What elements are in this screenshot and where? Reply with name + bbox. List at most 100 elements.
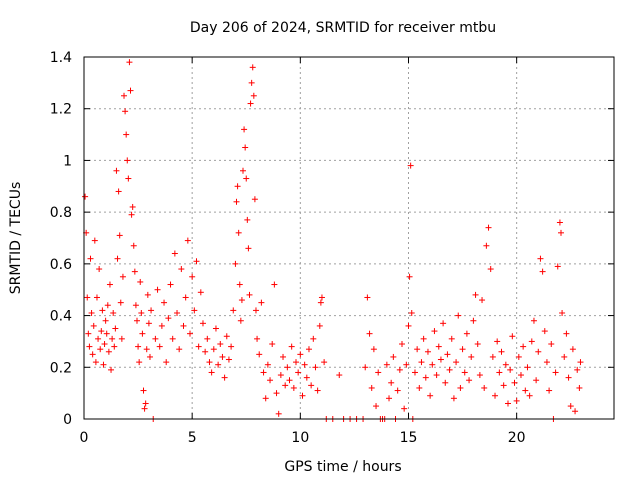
data-point xyxy=(242,144,249,151)
data-point xyxy=(232,260,239,267)
data-point xyxy=(411,369,418,376)
data-point xyxy=(117,299,124,306)
y-tick-label: 0.8 xyxy=(50,205,72,221)
data-point xyxy=(463,330,470,337)
data-point xyxy=(165,315,172,322)
data-point xyxy=(111,343,118,350)
data-point xyxy=(99,307,106,314)
data-point xyxy=(394,387,401,394)
data-point xyxy=(210,346,217,353)
data-point xyxy=(446,366,453,373)
data-point xyxy=(118,335,125,342)
data-point xyxy=(121,92,128,99)
data-point xyxy=(215,361,222,368)
data-point xyxy=(485,224,492,231)
data-point xyxy=(448,335,455,342)
data-point xyxy=(399,341,405,348)
y-tick-label: 1.2 xyxy=(50,102,72,118)
y-tick-label: 0.6 xyxy=(50,257,72,273)
data-point xyxy=(453,359,460,366)
data-point xyxy=(362,364,369,371)
data-point xyxy=(470,317,477,324)
data-point xyxy=(161,299,168,306)
data-point xyxy=(134,317,140,324)
data-point xyxy=(152,335,159,342)
data-point xyxy=(171,250,178,257)
data-point xyxy=(89,351,96,358)
data-point xyxy=(115,188,122,195)
data-point xyxy=(552,369,559,376)
x-tick-label: 0 xyxy=(80,430,89,446)
data-point xyxy=(284,364,291,371)
data-point xyxy=(574,366,581,373)
data-point xyxy=(235,229,242,236)
x-axis-label: GPS time / hours xyxy=(284,459,401,475)
data-point xyxy=(286,377,293,384)
data-point xyxy=(135,343,142,350)
data-point xyxy=(364,294,371,301)
data-point xyxy=(146,353,153,360)
data-point xyxy=(489,353,496,360)
data-point xyxy=(93,294,100,301)
data-point xyxy=(576,384,583,391)
data-point xyxy=(251,196,258,203)
y-tick-label: 1 xyxy=(63,153,72,169)
data-point xyxy=(138,309,145,316)
data-point xyxy=(440,320,447,327)
data-point xyxy=(106,281,113,288)
data-point xyxy=(407,162,414,169)
data-point xyxy=(260,369,267,376)
data-point xyxy=(543,359,550,366)
data-point xyxy=(197,289,204,296)
data-point xyxy=(273,390,280,397)
data-point xyxy=(110,309,117,316)
data-point xyxy=(310,335,317,342)
data-point xyxy=(299,392,306,399)
y-axis-label: SRMTID / TECUs xyxy=(8,182,24,295)
data-point xyxy=(295,369,302,376)
data-point xyxy=(85,330,92,337)
data-point xyxy=(127,87,134,94)
data-point xyxy=(195,343,202,350)
data-point xyxy=(182,294,189,301)
data-point xyxy=(539,268,546,275)
data-point xyxy=(271,281,278,288)
data-point xyxy=(240,167,246,174)
data-point xyxy=(466,377,473,384)
data-point xyxy=(401,405,408,412)
data-point xyxy=(280,353,287,360)
data-point xyxy=(403,361,410,368)
data-point xyxy=(496,369,503,376)
data-point xyxy=(528,338,535,345)
data-point xyxy=(336,372,343,379)
data-point xyxy=(572,408,579,415)
data-point xyxy=(180,322,187,329)
data-point xyxy=(130,242,137,249)
data-point xyxy=(193,258,200,265)
data-point xyxy=(556,219,563,226)
data-point xyxy=(225,356,232,363)
data-point xyxy=(97,346,104,353)
data-point xyxy=(131,268,138,275)
data-point xyxy=(137,278,144,285)
data-point xyxy=(474,341,481,348)
data-point xyxy=(444,351,451,358)
data-point xyxy=(184,237,191,244)
data-point xyxy=(88,309,95,316)
data-point xyxy=(250,92,257,99)
data-point xyxy=(472,291,479,298)
data-point xyxy=(91,237,98,244)
data-point xyxy=(559,309,566,316)
data-point xyxy=(468,353,475,360)
data-point xyxy=(277,372,284,379)
data-point xyxy=(422,374,429,381)
data-point xyxy=(116,232,123,239)
data-point xyxy=(248,79,255,86)
data-point xyxy=(238,297,245,304)
data-point xyxy=(249,64,256,71)
plot-frame xyxy=(83,56,615,420)
data-point xyxy=(109,335,116,342)
data-point xyxy=(492,392,499,399)
data-point xyxy=(370,346,377,353)
data-point xyxy=(176,346,183,353)
